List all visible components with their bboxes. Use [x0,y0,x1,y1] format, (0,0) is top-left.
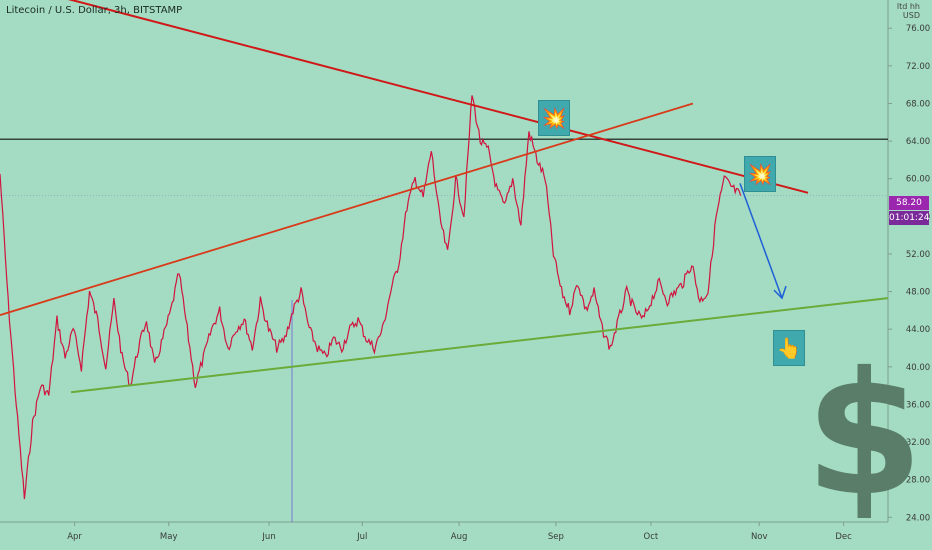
explosion-icon: 💥 [538,100,570,136]
y-tick-label: 64.00 [906,137,930,147]
y-tick-label: 60.00 [906,175,930,185]
chart-title: Litecoin / U.S. Dollar, 3h, BITSTAMP [6,5,183,16]
countdown-value: 01:01:24 [889,213,930,223]
y-tick-label: 36.00 [906,400,930,410]
y-tick-label: 76.00 [906,24,930,34]
x-tick-label: Oct [644,532,659,542]
x-tick-label: Jul [356,532,367,542]
x-tick-label: Sep [548,532,564,542]
x-tick-label: Apr [67,532,82,542]
y-tick-label: 28.00 [906,476,930,486]
currency-label-line1: ltd hh [896,2,920,11]
pointing-hand-icon: 👆 [773,330,805,366]
y-tick-label: 68.00 [906,99,930,109]
current-price-tag: 58.20 [889,196,929,210]
current-price-value: 58.20 [896,198,922,208]
y-tick-label: 72.00 [906,62,930,72]
x-tick-label: Nov [751,532,768,542]
y-tick-label: 52.00 [906,250,930,260]
downtrend-line [67,0,809,194]
y-tick-label: 24.00 [906,513,930,523]
x-tick-label: Dec [835,532,852,542]
explosion-icon-2: 💥 [744,156,776,192]
projection-arrow-head [773,285,787,300]
countdown-tag: 01:01:24 [889,211,929,225]
uptrend-line [0,102,694,316]
x-tick-label: Jun [261,532,275,542]
currency-label: ltd hh USD [897,2,920,20]
x-tick-label: May [160,532,178,542]
y-tick-label: 40.00 [906,363,930,373]
dollar-watermark: $ [805,336,924,534]
x-tick-label: Aug [451,532,468,542]
support-line [70,297,889,394]
y-tick-label: 44.00 [906,325,930,335]
projection-arrow-line [739,183,783,299]
currency-label-line2: USD [902,11,920,20]
price-series-line [0,95,742,500]
y-tick-label: 48.00 [906,288,930,298]
y-tick-label: 32.00 [906,438,930,448]
